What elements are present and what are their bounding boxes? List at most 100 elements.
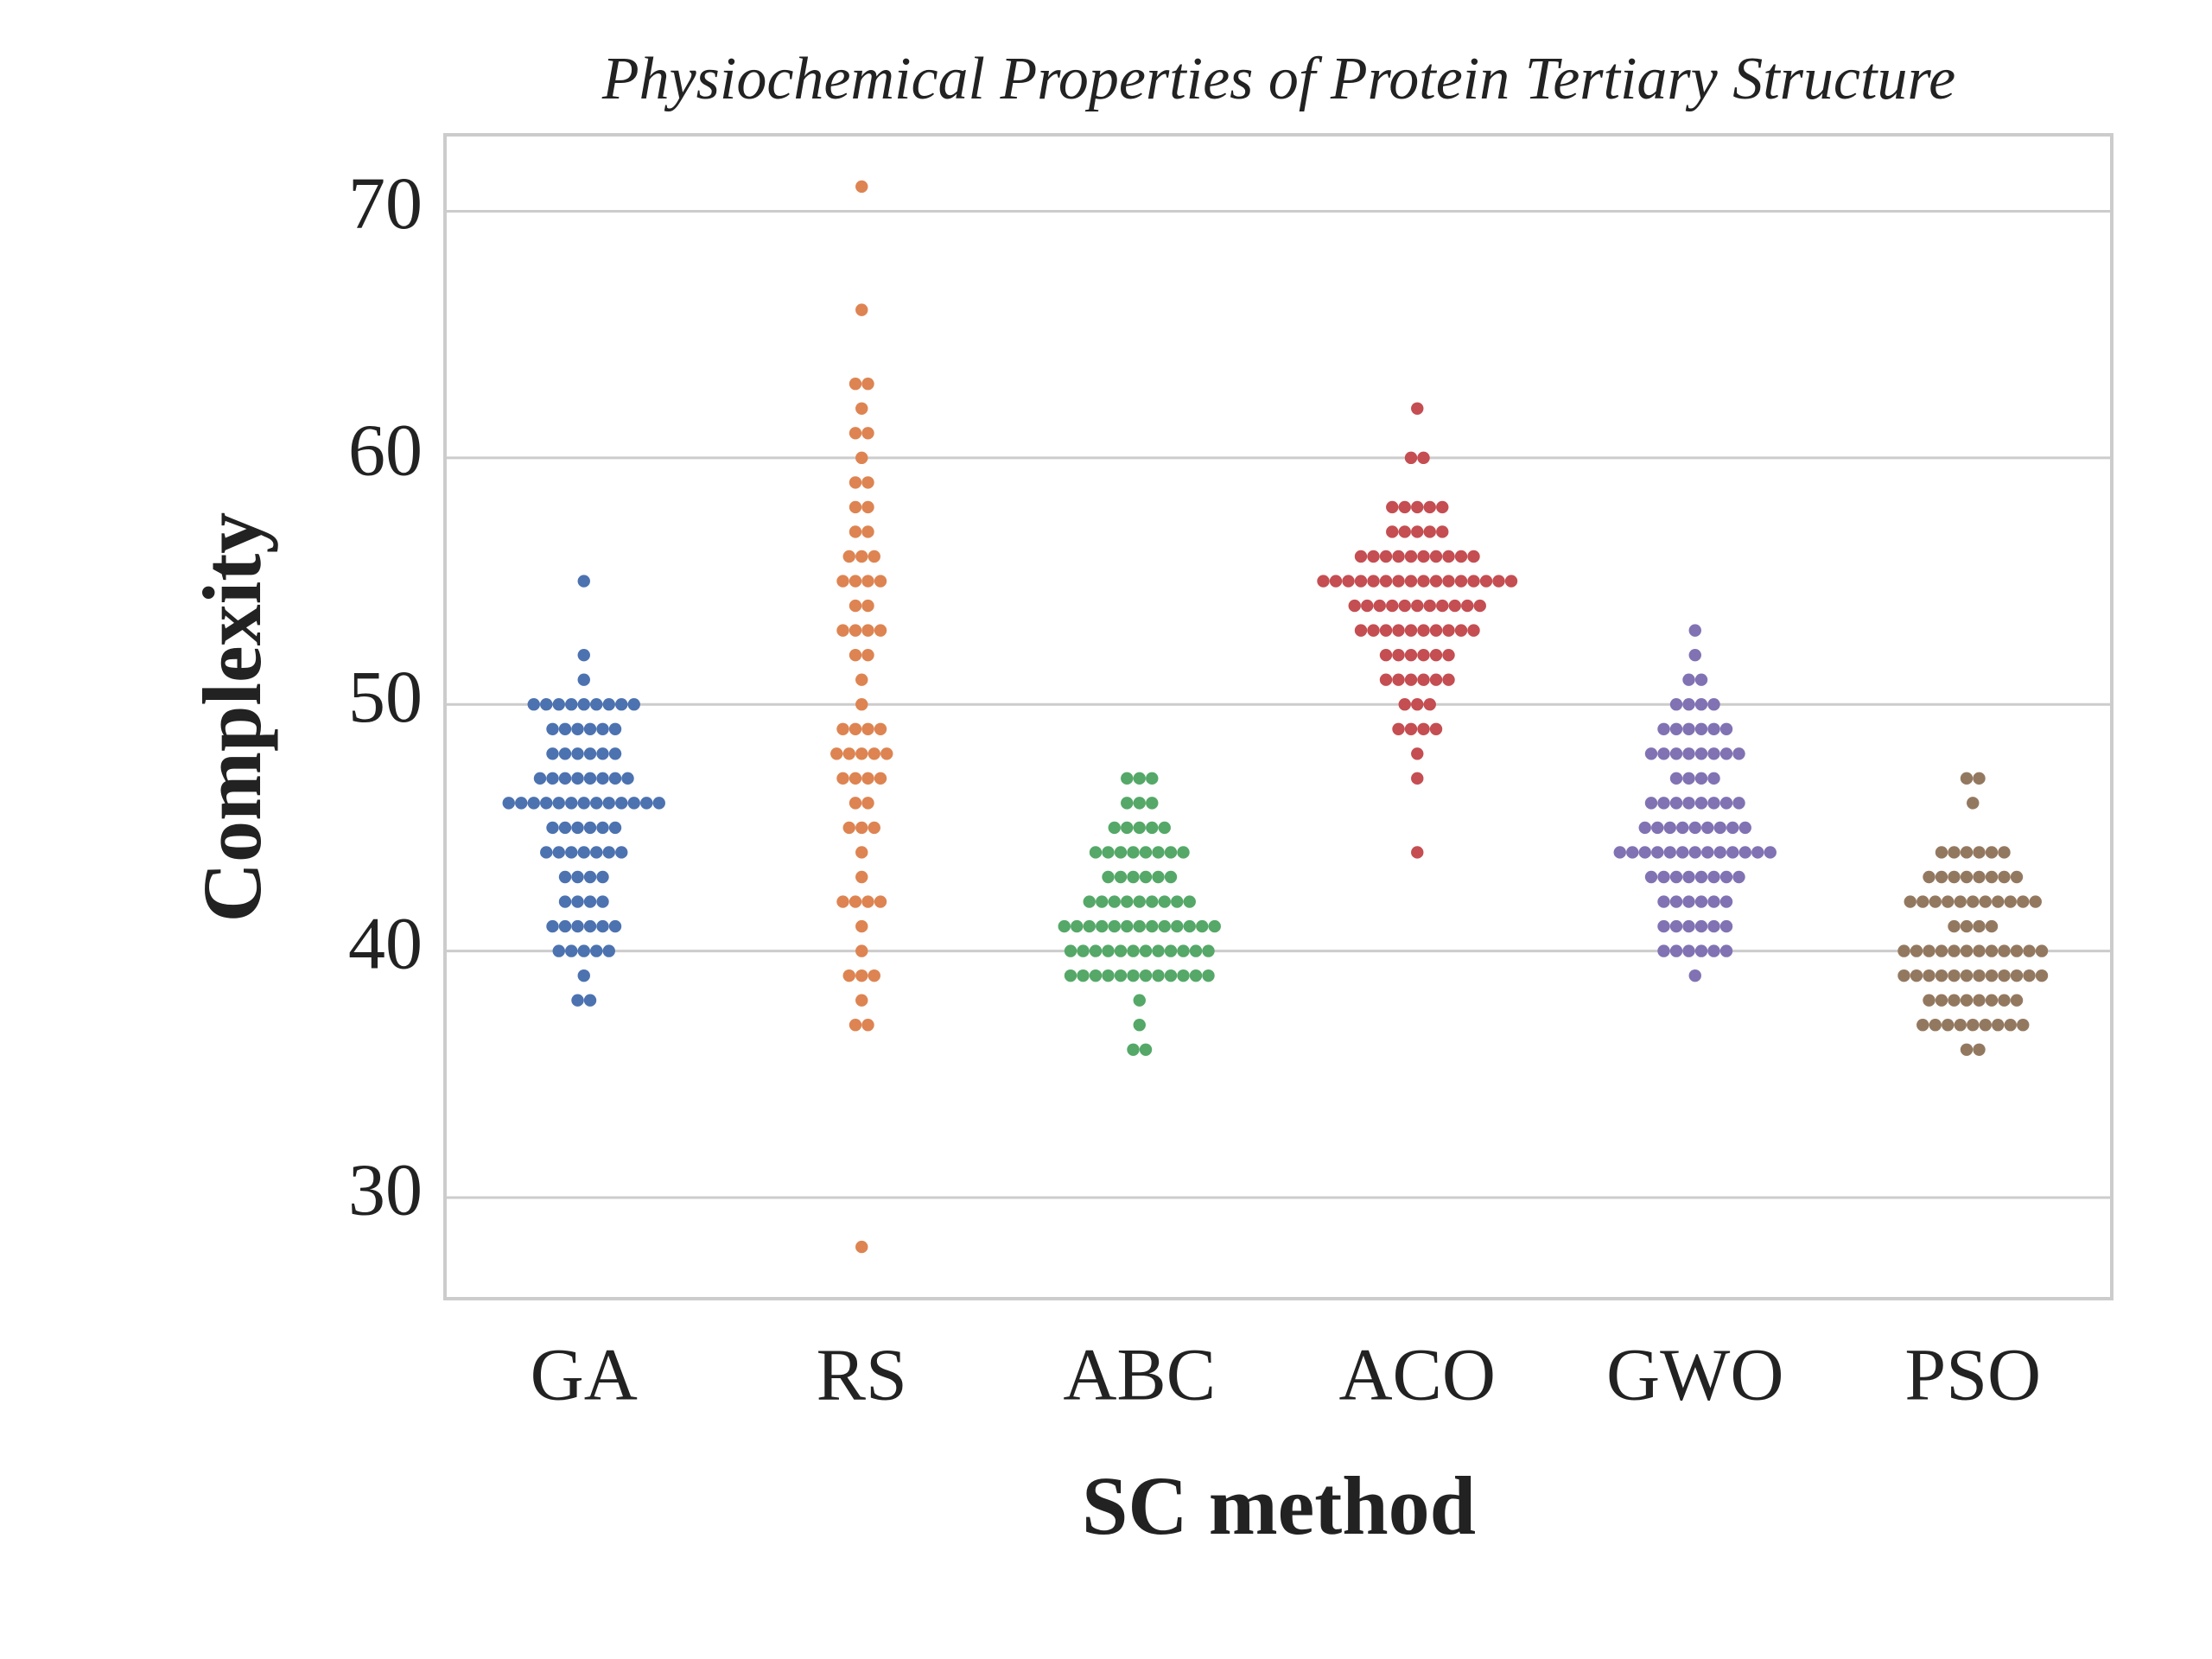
swarm-point [571, 895, 584, 908]
swarm-point [1935, 870, 1948, 884]
y-tick-label: 60 [348, 409, 423, 492]
swarm-point [1998, 994, 2011, 1007]
swarm-point [1694, 722, 1708, 735]
swarm-point [577, 575, 590, 588]
swarm-point [849, 772, 862, 785]
swarm-point [1423, 698, 1436, 711]
swarm-point [1613, 846, 1626, 859]
swarm-point [1058, 919, 1071, 933]
swarm-point [861, 500, 874, 514]
swarm-point [1726, 821, 1739, 835]
swarm-point [1398, 500, 1411, 514]
swarm-point [1411, 747, 1424, 760]
swarm-point [1411, 599, 1424, 613]
swarm-point [577, 969, 590, 982]
swarm-point [1682, 870, 1695, 884]
swarm-point [558, 919, 572, 933]
swarm-point [1454, 550, 1468, 563]
swarm-point [1114, 969, 1128, 982]
swarm-point [527, 698, 540, 711]
swarm-point [558, 747, 572, 760]
swarm-point [874, 895, 887, 908]
swarm-point [1171, 919, 1184, 933]
swarm-point [1682, 698, 1695, 711]
swarm-point [1694, 895, 1708, 908]
swarm-point [1417, 624, 1430, 637]
swarm-point [1152, 944, 1165, 957]
swarm-point [621, 772, 634, 785]
swarm-point [1317, 575, 1330, 588]
swarm-point [868, 821, 880, 835]
swarm-point [2010, 994, 2024, 1007]
swarm-point [1411, 525, 1424, 538]
swarm-point [1077, 944, 1090, 957]
swarm-point [849, 895, 862, 908]
swarm-point [842, 550, 855, 563]
swarm-point [596, 772, 609, 785]
swarm-point [861, 575, 874, 588]
swarm-point [1682, 919, 1695, 933]
swarm-point [1127, 944, 1140, 957]
swarm-point [836, 772, 849, 785]
swarm-point [546, 919, 559, 933]
swarm-point [861, 599, 874, 613]
swarm-point [868, 969, 880, 982]
swarm-point [861, 427, 874, 440]
swarm-point [1942, 895, 1955, 908]
swarm-point [1948, 944, 1961, 957]
swarm-point [855, 944, 868, 957]
swarm-point [1719, 895, 1733, 908]
swarm-point [2029, 895, 2042, 908]
swarm-point [868, 747, 880, 760]
swarm-point [1948, 919, 1961, 933]
swarm-point [615, 846, 628, 859]
swarm-point [1139, 1043, 1153, 1056]
swarm-point [1133, 895, 1146, 908]
swarm-point [546, 747, 559, 760]
swarm-point [1929, 1019, 1942, 1032]
swarm-point [861, 648, 874, 662]
swarm-point [1329, 575, 1343, 588]
swarm-point [1948, 846, 1961, 859]
swarm-point [565, 846, 578, 859]
swarm-point [1682, 747, 1695, 760]
swarm-point [1354, 624, 1368, 637]
swarm-point [552, 944, 565, 957]
swarm-point [1764, 846, 1777, 859]
swarm-point [1979, 1019, 1992, 1032]
swarm-point [1146, 821, 1159, 835]
swarm-point [1108, 821, 1121, 835]
swarm-point [855, 402, 868, 415]
swarm-point [1164, 846, 1178, 859]
swarm-point [596, 747, 609, 760]
swarm-point [874, 772, 887, 785]
swarm-point [1985, 969, 1999, 982]
swarm-point [608, 821, 622, 835]
swarm-point [2035, 944, 2049, 957]
swarm-point [608, 747, 622, 760]
swarm-point [1158, 895, 1171, 908]
swarm-point [1102, 846, 1115, 859]
swarm-point [1354, 550, 1368, 563]
swarm-point [849, 476, 862, 489]
swarm-point [1164, 870, 1178, 884]
swarm-point [1663, 846, 1676, 859]
swarm-point [571, 870, 584, 884]
swarm-point [1973, 870, 1986, 884]
swarm-point [868, 550, 880, 563]
swarm-point [627, 698, 640, 711]
swarm-point [583, 821, 597, 835]
swarm-point [1713, 821, 1726, 835]
swarm-point [855, 673, 868, 686]
swarm-point [1657, 747, 1670, 760]
swarm-point [1960, 994, 1974, 1007]
swarm-point [1688, 821, 1701, 835]
swarm-point [1404, 575, 1418, 588]
swarm-point [1423, 500, 1436, 514]
swarm-point [1948, 994, 1961, 1007]
plot-frame [443, 133, 2113, 1300]
swarm-point [1682, 722, 1695, 735]
swarm-point [1379, 624, 1393, 637]
swarm-point [565, 797, 578, 810]
